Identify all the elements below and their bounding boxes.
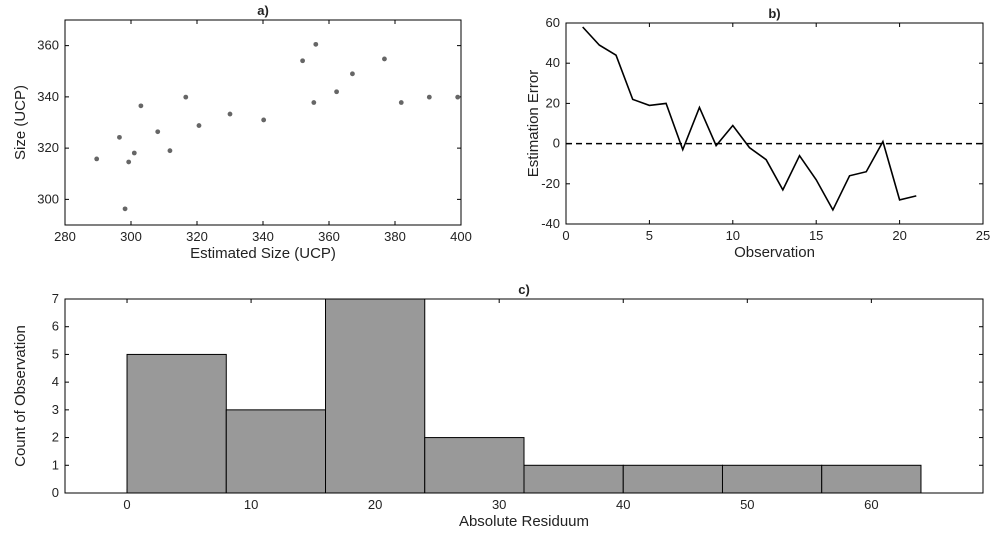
y-tick-label: 1 bbox=[52, 457, 59, 472]
scatter-point bbox=[311, 100, 317, 105]
scatter-point bbox=[196, 123, 202, 128]
panel-b-title: b) bbox=[768, 6, 780, 21]
x-tick-label: 360 bbox=[318, 229, 340, 244]
scatter-point bbox=[138, 103, 144, 109]
x-tick-label: 400 bbox=[450, 229, 472, 244]
histogram-bar bbox=[821, 464, 922, 494]
y-tick-label: 3 bbox=[52, 402, 59, 417]
y-tick-label: 4 bbox=[52, 374, 59, 389]
y-tick-label: -40 bbox=[541, 216, 560, 231]
panel-b-frame bbox=[565, 22, 984, 225]
histogram-bar bbox=[523, 464, 624, 494]
histogram-bar bbox=[721, 464, 823, 494]
scatter-point bbox=[122, 206, 128, 212]
panel-a-frame bbox=[64, 19, 462, 226]
y-tick-label: 340 bbox=[37, 89, 59, 104]
y-tick-label: 7 bbox=[52, 291, 59, 306]
y-tick-label: 0 bbox=[553, 136, 560, 151]
panel-b-y-axis-label: Estimation Error bbox=[525, 70, 542, 178]
x-tick-label: 5 bbox=[646, 228, 653, 243]
scatter-point bbox=[126, 159, 132, 165]
histogram-bar bbox=[126, 353, 227, 494]
x-tick-label: 0 bbox=[123, 497, 130, 512]
panel-c-y-axis-label: Count of Observation bbox=[12, 325, 29, 467]
panel-b-group bbox=[565, 22, 984, 225]
y-tick-label: 2 bbox=[52, 430, 59, 445]
histogram-bar bbox=[424, 437, 525, 494]
panel-c-group bbox=[64, 298, 984, 494]
panel-a-title: a) bbox=[257, 3, 269, 18]
y-tick-label: 40 bbox=[546, 55, 560, 70]
scatter-point bbox=[227, 111, 233, 117]
scatter-point bbox=[398, 100, 404, 105]
x-tick-label: 280 bbox=[54, 229, 76, 244]
panel-c-frame-top bbox=[64, 298, 984, 494]
panel-c-x-axis-label: Absolute Residuum bbox=[459, 513, 589, 530]
x-tick-label: 340 bbox=[252, 229, 274, 244]
x-tick-label: 40 bbox=[616, 497, 630, 512]
x-tick-label: 300 bbox=[120, 229, 142, 244]
x-tick-label: 30 bbox=[492, 497, 506, 512]
x-tick-label: 60 bbox=[864, 497, 878, 512]
x-tick-label: 25 bbox=[976, 228, 990, 243]
y-tick-label: 300 bbox=[37, 191, 59, 206]
scatter-point bbox=[350, 71, 355, 77]
scatter-point bbox=[313, 41, 319, 47]
panel-c-title: c) bbox=[518, 282, 530, 297]
x-tick-label: 0 bbox=[562, 228, 569, 243]
scatter-point bbox=[183, 94, 189, 100]
panel-a-y-axis-label: Size (UCP) bbox=[12, 85, 29, 160]
x-tick-label: 10 bbox=[726, 228, 740, 243]
y-tick-label: 5 bbox=[52, 346, 59, 361]
scatter-point bbox=[117, 134, 122, 140]
scatter-point bbox=[261, 117, 267, 123]
y-tick-label: -20 bbox=[541, 176, 560, 191]
scatter-point bbox=[455, 94, 461, 100]
scatter-point bbox=[300, 58, 305, 64]
error-series-line bbox=[582, 26, 917, 212]
x-tick-label: 20 bbox=[368, 497, 382, 512]
histogram-bar bbox=[622, 464, 723, 494]
scatter-point bbox=[334, 89, 339, 95]
y-tick-label: 320 bbox=[37, 140, 59, 155]
y-tick-label: 20 bbox=[546, 95, 560, 110]
y-tick-label: 6 bbox=[52, 319, 59, 334]
y-tick-label: 60 bbox=[546, 15, 560, 30]
x-tick-label: 15 bbox=[809, 228, 823, 243]
x-tick-label: 380 bbox=[384, 229, 406, 244]
y-tick-label: 360 bbox=[37, 38, 59, 53]
scatter-point bbox=[426, 94, 432, 100]
scatter-point bbox=[155, 129, 161, 135]
x-tick-label: 50 bbox=[740, 497, 754, 512]
histogram-bar bbox=[325, 298, 426, 494]
histogram-bar bbox=[225, 409, 327, 494]
scatter-point bbox=[382, 56, 387, 62]
panel-b-x-axis-label: Observation bbox=[734, 244, 815, 261]
x-tick-label: 10 bbox=[244, 497, 258, 512]
x-tick-label: 20 bbox=[892, 228, 906, 243]
scatter-point bbox=[94, 156, 100, 162]
panel-a-x-axis-label: Estimated Size (UCP) bbox=[190, 245, 336, 262]
x-tick-label: 320 bbox=[186, 229, 208, 244]
panel-a-group bbox=[64, 19, 462, 226]
scatter-point bbox=[131, 150, 137, 156]
y-tick-label: 0 bbox=[52, 485, 59, 500]
scatter-point bbox=[167, 148, 173, 154]
